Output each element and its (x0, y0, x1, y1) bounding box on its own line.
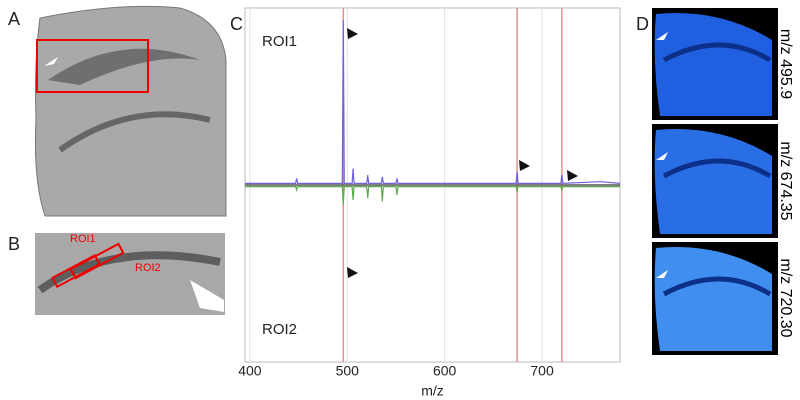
roi-label: ROI1 (70, 233, 96, 245)
spectrum-chart: 400 500 600 700 m/z ROI1 ROI2 (238, 7, 621, 399)
series-label: ROI2 (262, 321, 297, 338)
arrowhead (347, 267, 358, 278)
panel-label: D (636, 14, 649, 34)
panel-label: B (8, 234, 20, 254)
x-tick-label: 600 (433, 363, 457, 379)
image-label: m/z 720.30 (777, 258, 794, 337)
spectrum-line (245, 186, 620, 205)
panel-label: A (8, 9, 20, 29)
panel-a-image (34, 5, 227, 217)
panel-label: C (230, 14, 243, 34)
panel-b-image (35, 233, 225, 315)
x-axis-label: m/z (421, 383, 444, 399)
x-tick-label: 700 (530, 363, 554, 379)
panel-d-images (652, 8, 778, 355)
arrowhead (347, 28, 358, 39)
x-tick-label: 500 (336, 363, 360, 379)
image-label: m/z 495.9 (777, 29, 794, 99)
x-tick-label: 400 (238, 363, 262, 379)
image-label: m/z 674.35 (777, 141, 794, 220)
arrowhead (567, 170, 578, 181)
spectrum-line (245, 19, 621, 184)
series-label: ROI1 (262, 33, 297, 50)
arrowhead (519, 160, 530, 171)
roi-label: ROI2 (135, 262, 161, 274)
